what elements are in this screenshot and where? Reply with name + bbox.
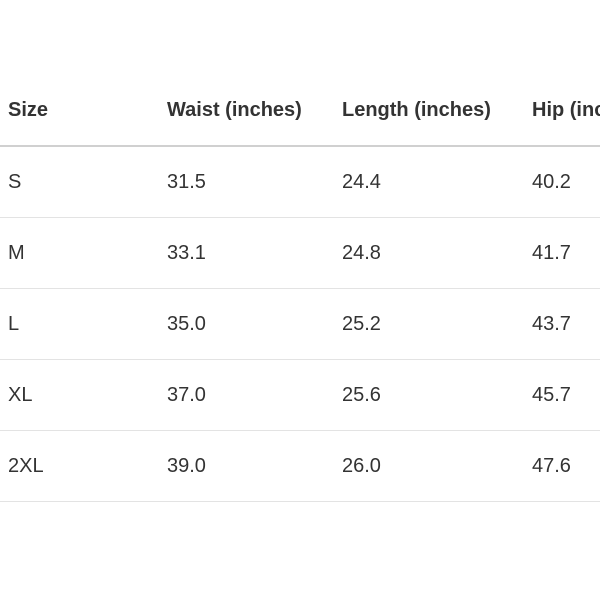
table-cell: XL xyxy=(0,359,167,431)
table-cell: 40.2 xyxy=(532,146,600,218)
table-cell: 47.6 xyxy=(532,430,600,502)
header-cell: Hip (inches) xyxy=(532,75,600,147)
header-row: Size Waist (inches) Length (inches) Hip (in… xyxy=(0,75,600,147)
table-row: L 35.0 25.2 43.7 xyxy=(0,288,600,360)
table-cell: 24.8 xyxy=(342,217,532,289)
table-cell: 24.4 xyxy=(342,146,532,218)
table-cell: 37.0 xyxy=(167,359,342,431)
header-cell: Size xyxy=(0,75,167,147)
table-cell: 25.6 xyxy=(342,359,532,431)
table-cell: 2XL xyxy=(0,430,167,502)
table-row: 2XL 39.0 26.0 47.6 xyxy=(0,430,600,502)
table-cell: 25.2 xyxy=(342,288,532,360)
table-cell: 31.5 xyxy=(167,146,342,218)
table-cell: 26.0 xyxy=(342,430,532,502)
table-body: S 31.5 24.4 40.2 M 33.1 24.8 41.7 L 35.0 25.2 43.7 X… xyxy=(0,146,600,502)
header-cell: Length (inches) xyxy=(342,75,532,147)
table-cell: 33.1 xyxy=(167,217,342,289)
table-cell: 35.0 xyxy=(167,288,342,360)
table-cell: 45.7 xyxy=(532,359,600,431)
table-row: M 33.1 24.8 41.7 xyxy=(0,217,600,289)
table-cell: L xyxy=(0,288,167,360)
table-cell: 43.7 xyxy=(532,288,600,360)
table-cell: 41.7 xyxy=(532,217,600,289)
table-cell: 39.0 xyxy=(167,430,342,502)
table-cell: M xyxy=(0,217,167,289)
table-cell: S xyxy=(0,146,167,218)
size-table: Size Waist (inches) Length (inches) Hip (in… xyxy=(0,75,600,502)
table-row: S 31.5 24.4 40.2 xyxy=(0,146,600,218)
table-container: Size Waist (inches) Length (inches) Hip (in… xyxy=(0,75,600,502)
header-cell: Waist (inches) xyxy=(167,75,342,147)
table-row: XL 37.0 25.6 45.7 xyxy=(0,359,600,431)
